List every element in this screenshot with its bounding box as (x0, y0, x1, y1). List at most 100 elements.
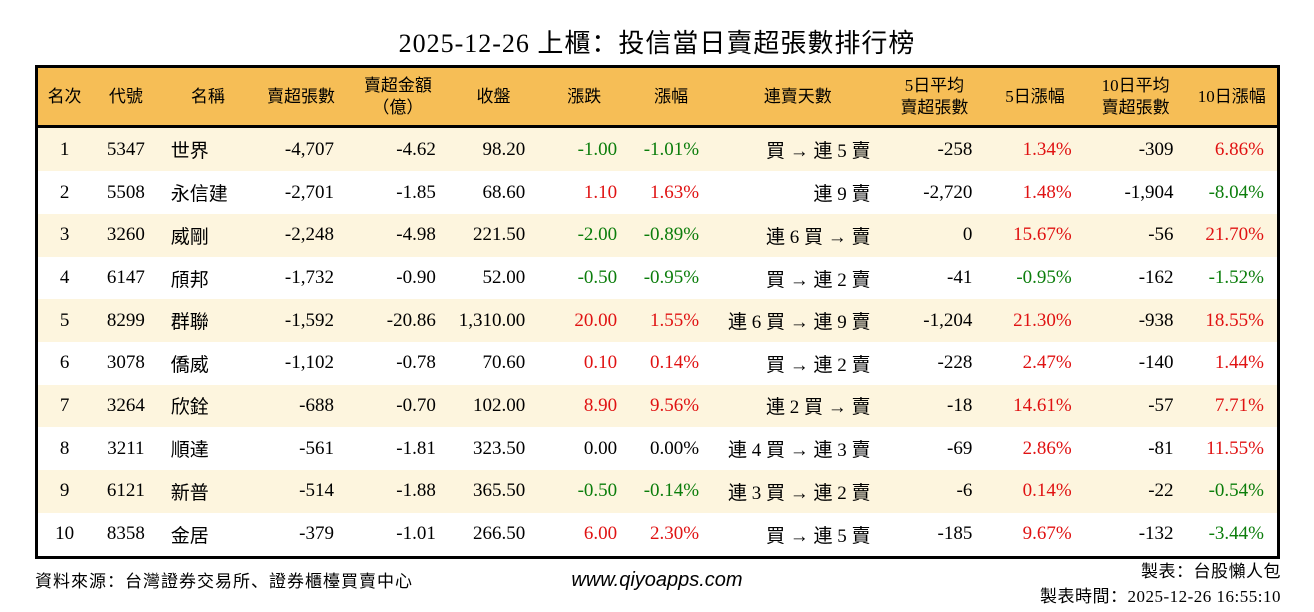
cell-change_pct: 1.63% (650, 181, 700, 203)
cell-change: -1.00 (577, 138, 618, 160)
cell-pct10: -1.52% (1208, 267, 1264, 288)
cell-change_pct: -1.01% (643, 138, 700, 160)
cell-amount: -20.86 (386, 309, 436, 331)
cell-sold: -379 (299, 523, 334, 545)
cell-amount: -4.98 (396, 224, 436, 246)
cell-close: 68.60 (482, 181, 526, 203)
cell-avg5: -258 (937, 138, 973, 160)
cell-avg10: -132 (1138, 523, 1174, 545)
cell-rank: 4 (59, 267, 70, 288)
cell-change: 0.00 (583, 437, 618, 459)
cell-change_pct: 9.56% (650, 394, 700, 416)
cell-pct5: 0.14% (1022, 480, 1072, 502)
cell-amount: -0.90 (396, 267, 436, 288)
cell-pct10: 11.55% (1206, 437, 1264, 459)
cell-pct5: 14.61% (1013, 394, 1072, 416)
cell-pct5: 1.48% (1022, 181, 1072, 203)
cell-name: 順達 (170, 440, 209, 462)
cell-name: 金居 (170, 525, 209, 547)
cell-pct5: 21.30% (1013, 309, 1072, 331)
cell-rank: 6 (59, 352, 70, 374)
page-title: 2025-12-26 上櫃：投信當日賣超張數排行榜 (398, 29, 916, 58)
credit-author: 製表：台股懶人包 (1141, 562, 1281, 581)
cell-change_pct: 2.30% (650, 523, 700, 545)
cell-name: 群聯 (170, 312, 209, 334)
cell-change: -0.50 (577, 480, 618, 502)
cell-sold: -4,707 (284, 138, 334, 160)
cell-avg5: -1,204 (923, 309, 973, 331)
cell-amount: -1.01 (396, 523, 436, 545)
cell-sold: -1,732 (284, 267, 334, 288)
col-header-amount: 賣超金額 （億） (363, 76, 432, 117)
cell-code: 3211 (107, 437, 145, 459)
cell-change: 20.00 (574, 309, 618, 331)
cell-change: 1.10 (583, 181, 618, 203)
cell-change: 8.90 (583, 394, 618, 416)
cell-name: 威剛 (170, 226, 209, 248)
cell-change: -2.00 (577, 224, 618, 246)
cell-name: 世界 (170, 141, 209, 163)
cell-rank: 2 (59, 181, 70, 203)
table-row: 2 5508 永信建 -2,701 -1.85 68.60 1.10 1.63% 連 9 賣 -2… (37, 171, 1279, 214)
cell-rank: 10 (55, 523, 75, 545)
cell-name: 永信建 (170, 184, 228, 206)
cell-sold: -2,248 (284, 224, 334, 246)
cell-streak: 連 2 買 → 賣 (766, 397, 871, 419)
cell-pct5: 15.67% (1013, 224, 1072, 246)
credit-timestamp: 製表時間：2025-12-26 16:55:10 (1039, 587, 1281, 606)
cell-change_pct: -0.89% (643, 224, 700, 246)
cell-change: 0.10 (583, 352, 618, 374)
table-row: 8 3211 順達 -561 -1.81 323.50 0.00 0.00% 連 4 買 → 連… (37, 427, 1279, 470)
cell-rank: 7 (59, 394, 70, 416)
cell-avg5: -41 (947, 267, 973, 288)
cell-change_pct: 0.00% (650, 437, 700, 459)
cell-code: 3260 (106, 224, 145, 246)
cell-close: 98.20 (482, 138, 526, 160)
website-label: www.qiyoapps.com (571, 569, 743, 591)
cell-streak: 連 4 買 → 連 3 賣 (728, 440, 871, 462)
credit-block: 製表：台股懶人包 製表時間：2025-12-26 16:55:10 (1040, 559, 1281, 609)
col-header-change: 漲跌 (567, 86, 602, 106)
cell-close: 365.50 (473, 480, 526, 502)
table-row: 9 6121 新普 -514 -1.88 365.50 -0.50 -0.14% 連 3 買 →… (36, 469, 1279, 513)
cell-pct10: 6.86% (1214, 138, 1264, 160)
cell-sold: -2,701 (284, 181, 334, 203)
cell-name: 僑威 (170, 354, 209, 376)
cell-pct5: 9.67% (1022, 523, 1072, 545)
cell-avg10: -22 (1148, 480, 1174, 502)
cell-avg5: -6 (956, 480, 973, 502)
cell-pct10: 21.70% (1205, 224, 1264, 246)
cell-sold: -1,102 (284, 352, 334, 374)
table-row: 1 5347 世界 -4,707 -4.62 98.20 -1.00 -1.01% 買 → 連 … (36, 126, 1279, 172)
cell-pct10: 7.71% (1214, 394, 1264, 416)
cell-avg10: -162 (1138, 267, 1174, 288)
cell-pct10: 1.44% (1214, 352, 1264, 374)
cell-code: 3078 (106, 352, 145, 374)
col-header-rank: 名次 (47, 86, 82, 106)
cell-amount: -0.70 (396, 394, 436, 416)
cell-close: 1,310.00 (458, 309, 526, 331)
ranking-table: 名次 代號 名稱 賣超張數 賣超金額 （億） 收盤 漲跌 漲幅 連賣天數 5日平均 賣超張數 5日漲… (35, 65, 1280, 559)
col-header-sold: 賣超張數 (267, 86, 336, 106)
col-header-pct10: 10日漲幅 (1197, 86, 1266, 106)
cell-code: 8299 (106, 309, 145, 331)
cell-sold: -561 (299, 437, 334, 459)
cell-sold: -1,592 (284, 309, 334, 331)
cell-amount: -0.78 (396, 352, 436, 374)
col-header-name: 名稱 (190, 86, 225, 106)
cell-streak: 買 → 連 2 賣 (766, 269, 871, 291)
table-row: 7 3264 欣銓 -688 -0.70 102.00 8.90 9.56% 連 2 買 → 賣… (36, 384, 1279, 428)
col-header-avg5: 5日平均 賣超張數 (900, 76, 969, 117)
cell-pct10: 18.55% (1205, 309, 1264, 331)
cell-pct10: -3.44% (1208, 523, 1264, 545)
cell-streak: 連 3 買 → 連 2 賣 (728, 482, 871, 504)
col-header-avg10: 10日平均 賣超張數 (1101, 76, 1170, 117)
cell-change: -0.50 (577, 267, 618, 288)
cell-streak: 連 6 買 → 賣 (766, 226, 871, 248)
cell-code: 5508 (106, 181, 145, 203)
cell-code: 3264 (106, 394, 145, 416)
cell-amount: -1.85 (396, 181, 436, 203)
cell-name: 欣銓 (170, 397, 209, 419)
cell-streak: 連 9 賣 (813, 184, 871, 206)
cell-close: 221.50 (473, 224, 526, 246)
